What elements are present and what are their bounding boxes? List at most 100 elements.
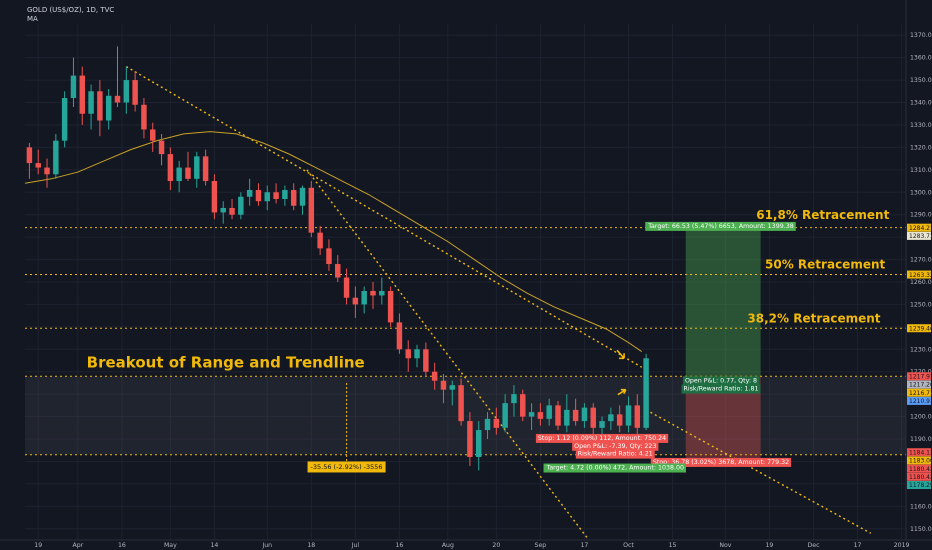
candle [379,290,385,296]
candle [590,407,596,428]
candle [317,232,323,249]
y-tick-label: 1250.00 [910,301,932,308]
candle [53,140,59,175]
price-box-label: 1178.29 [909,482,932,489]
x-tick-label: Jul [351,542,360,549]
position-label-bg [650,457,792,467]
candle [608,414,614,422]
position-label-bg [645,221,796,231]
candle [511,394,517,404]
candle [502,403,508,428]
x-tick-label: 17 [854,542,862,549]
candle [299,187,306,206]
breakout-arrow [616,349,625,360]
y-tick-label: 1270.00 [910,257,932,264]
candle [202,156,209,182]
price-box [907,481,931,490]
candle [431,371,438,381]
candle [229,207,235,215]
candle [255,190,262,202]
candle [335,264,341,278]
position-label-bg [535,433,669,443]
price-box [907,270,931,279]
candle [449,385,456,390]
x-tick-label: Sep [535,542,547,549]
position-label: Risk/Reward Ratio: 1.81 [684,386,759,393]
candle [290,190,297,206]
candle [572,409,579,422]
candle [625,405,632,426]
candle [458,385,464,422]
price-box-label: 1210.91 [909,398,932,405]
candle [246,190,253,197]
candle [114,95,121,103]
price-box [907,380,931,389]
y-tick-label: 1370.00 [910,32,932,39]
price-box-label: 1239.40 [909,325,932,332]
x-tick-label: May [164,542,177,549]
y-tick-label: 1300.00 [910,189,932,196]
price-box [907,388,931,397]
price-box [907,448,931,457]
price-box [907,223,931,232]
candle [643,358,649,428]
price-box-label: 1180.42 [909,466,932,473]
y-tick-label: 1360.00 [910,55,932,62]
candle [520,394,526,417]
x-tick-label: 15 [669,542,677,549]
candle [123,80,130,103]
measure-label-bg [307,461,386,473]
candle [308,187,315,233]
candle [599,421,605,428]
price-box-label: 1216.71 [909,390,932,397]
x-tick-label: Apr [73,542,84,549]
candle [141,104,147,130]
y-tick-label: 1340.00 [910,100,932,107]
y-tick-label: 1220.00 [910,369,932,376]
x-tick-label: Jun [261,542,272,549]
candle [61,98,68,141]
price-box [907,396,931,405]
candle [581,407,588,422]
price-box [907,372,931,381]
position-label-bg [572,441,659,451]
price-box-label: 1180.42 [909,474,932,481]
position-label-bg [543,463,687,473]
candle [97,91,103,121]
x-tick-label: 16 [395,542,403,549]
candle [405,349,411,359]
x-tick-label: Nov [719,542,731,549]
position-label: Open P&L: -7.39, Qty: 223 [574,443,656,450]
x-tick-label: 16 [118,542,126,549]
price-box-label: 1184.13 [909,449,932,456]
position-label-bg [681,384,761,394]
candle [423,349,429,372]
x-tick-label: 19 [34,542,42,549]
price-box [907,231,931,240]
candle [185,167,191,179]
candle [387,290,394,323]
x-tick-label: Oct [623,542,634,549]
price-box-label: 1183.00 [909,458,932,465]
x-tick-label: Aug [442,542,454,549]
position-label: Target: 66.53 (5.47%) 6653, Amount: 1399… [647,223,794,230]
range-box [25,376,906,455]
candle [158,140,165,155]
candle [35,163,41,168]
position-label: Open P&L: 0.77, Qty: 8 [685,377,757,384]
candle [546,405,552,419]
candle [194,156,200,179]
candle [238,196,244,215]
candle [264,192,271,202]
y-tick-label: 1290.00 [910,212,932,219]
candle [79,75,85,114]
candle [634,405,641,428]
x-tick-label: 14 [210,542,218,549]
candle [326,248,332,265]
candle [167,154,174,182]
price-box [907,456,931,465]
position-label: Risk/Reward Ratio: 4.21 [578,451,653,458]
position-profit-zone [685,227,761,377]
candle [26,147,33,164]
